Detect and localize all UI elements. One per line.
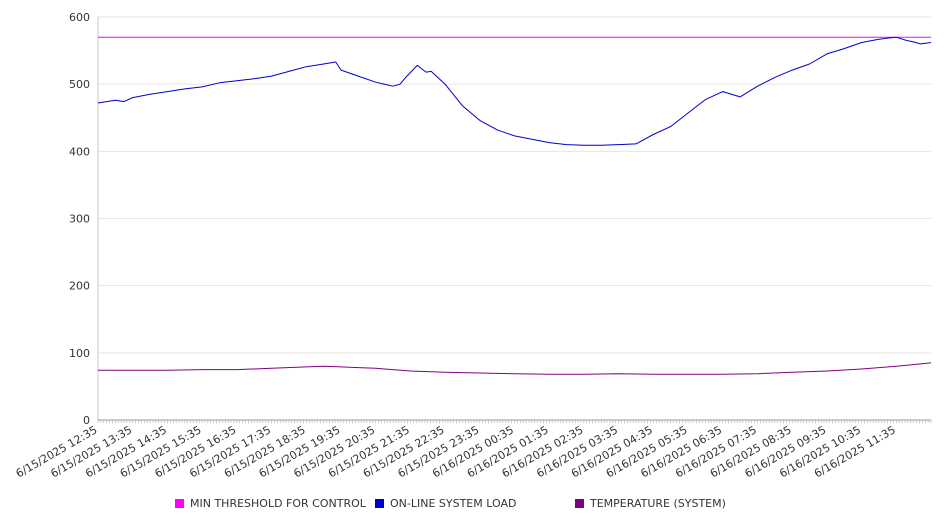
y-tick-label-0: 0 [83,414,90,427]
grid-layer [98,16,931,354]
axis-layer [97,17,932,423]
series-line-2 [98,362,932,375]
y-tick-label-200: 200 [69,280,90,293]
series-layer [97,36,932,375]
legend-item-temperature: TEMPERATURE (SYSTEM) [575,497,726,510]
legend-swatch-temperature [575,499,584,508]
series-line-1 [97,36,932,146]
y-tick-label-300: 300 [69,213,90,226]
legend-swatch-system-load [375,499,384,508]
legend-item-system-load: ON-LINE SYSTEM LOAD [375,497,516,510]
legend-label-min-threshold: MIN THRESHOLD FOR CONTROL [190,497,366,510]
y-tick-label-400: 400 [69,145,90,158]
y-tick-label-100: 100 [69,347,90,360]
y-tick-label-600: 600 [69,11,90,24]
legend: MIN THRESHOLD FOR CONTROL ON-LINE SYSTEM… [0,497,946,515]
legend-swatch-min-threshold [175,499,184,508]
legend-label-temperature: TEMPERATURE (SYSTEM) [590,497,726,510]
y-tick-labels: 0 100 200 300 400 500 600 [69,11,90,427]
legend-item-min-threshold: MIN THRESHOLD FOR CONTROL [175,497,366,510]
y-tick-label-500: 500 [69,78,90,91]
x-tick-labels: 6/15/2025 12:356/15/2025 13:356/15/2025 … [14,423,898,480]
legend-label-system-load: ON-LINE SYSTEM LOAD [390,497,517,510]
